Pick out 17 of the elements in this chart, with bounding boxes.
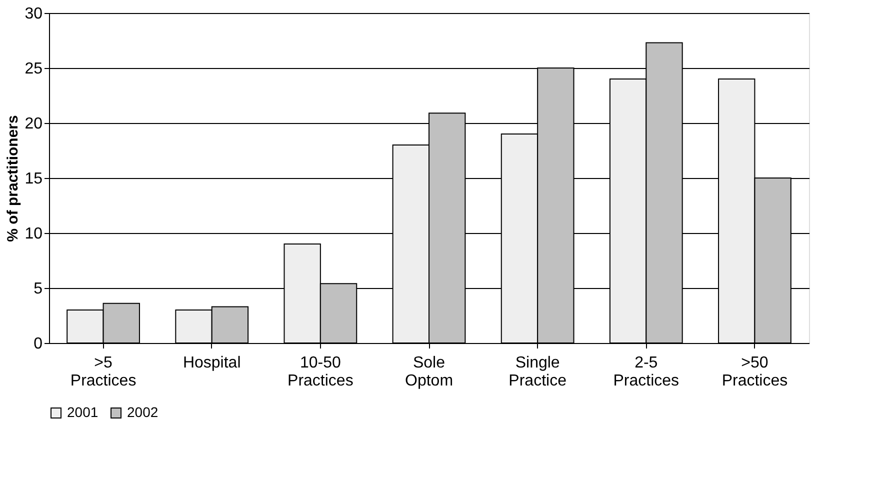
x-tick-label: >5 Practices (70, 354, 136, 390)
x-tick-label: Hospital (182, 354, 241, 372)
legend-label: 2002 (127, 404, 158, 420)
y-tick-label: 25 (24, 60, 43, 78)
y-tick-label: 0 (34, 336, 43, 352)
x-tick-label: 2-5 Practices (613, 354, 680, 390)
x-tick-label: 10-50 Practices (288, 354, 354, 390)
x-tick-label: >50 Practices (722, 354, 788, 390)
y-tick-label: 20 (24, 116, 43, 132)
y-tick-label: 5 (34, 280, 43, 298)
y-tick-label: 30 (24, 6, 43, 22)
y-axis-title: % of practitioners (4, 115, 22, 242)
y-tick-label: 10 (24, 226, 43, 242)
x-tick-label: Single Practice (508, 354, 567, 390)
y-tick-label: 15 (24, 170, 43, 188)
legend-label: 2001 (67, 404, 98, 420)
x-tick-label: Sole Optom (404, 354, 454, 390)
